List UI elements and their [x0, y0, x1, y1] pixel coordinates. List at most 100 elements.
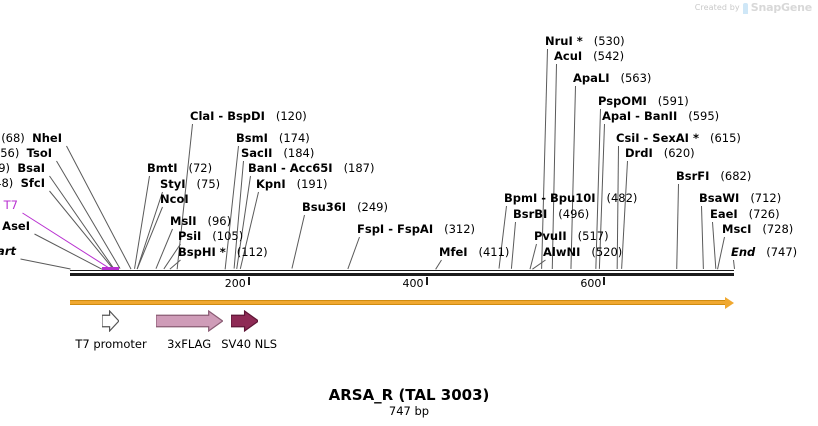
- feature-label-3xflag: 3xFLAG: [167, 337, 212, 351]
- leader-line-msli: [155, 228, 173, 270]
- enzyme-label-alwni[interactable]: AlwNI (520): [543, 245, 623, 259]
- enzyme-position-msli: (96): [207, 214, 232, 228]
- enzyme-label-bsai[interactable]: (49) BsaI: [0, 161, 45, 175]
- enzyme-label-eaei[interactable]: EaeI (726): [710, 207, 780, 221]
- feature-arrow-sv40-nls[interactable]: [230, 310, 259, 332]
- enzyme-label-styi[interactable]: StyI (75): [160, 177, 221, 191]
- enzyme-name-eaei: EaeI: [710, 207, 738, 221]
- enzyme-position-nhei: (68): [1, 131, 25, 145]
- snapgene-watermark: Created by SnapGene: [695, 1, 812, 14]
- enzyme-label-nhei[interactable]: (68) NheI: [1, 131, 62, 145]
- enzyme-name-nhei: NheI: [32, 131, 62, 145]
- enzyme-label-bsu36i[interactable]: Bsu36I (249): [302, 200, 388, 214]
- enzyme-name-mfei: MfeI: [439, 245, 468, 259]
- enzyme-label-csii[interactable]: CsiI - SexAI * (615): [616, 131, 741, 145]
- enzyme-name-bsu36i: Bsu36I: [302, 200, 347, 214]
- enzyme-label-pspomi[interactable]: PspOMI (591): [598, 95, 689, 108]
- enzyme-label-mfei[interactable]: MfeI (411): [439, 245, 509, 259]
- enzyme-position-bsrbi: (496): [558, 207, 590, 221]
- leader-line-bsawi: [701, 205, 704, 270]
- enzyme-name-bsrfi: BsrFI: [676, 169, 710, 183]
- enzyme-label-kpni[interactable]: KpnI (191): [256, 177, 328, 191]
- enzyme-position-apali: (563): [620, 71, 652, 85]
- enzyme-position-msci: (728): [762, 222, 794, 236]
- enzyme-label-bani[interactable]: BanI - Acc65I (187): [248, 161, 375, 175]
- enzyme-position-pvuii: (517): [577, 229, 609, 243]
- leader-line-bsu36i: [291, 214, 305, 270]
- enzyme-position-fspi: (312): [444, 222, 476, 236]
- enzyme-label-pvuii[interactable]: PvuII (517): [534, 229, 609, 243]
- enzyme-label-bsawi[interactable]: BsaWI (712): [699, 191, 781, 205]
- enzyme-label-drdi[interactable]: DrdI (620): [625, 146, 695, 160]
- enzyme-label-tsoi[interactable]: (56) TsoI: [0, 147, 52, 160]
- watermark-created-by: Created by: [694, 3, 740, 12]
- enzyme-label-msci[interactable]: MscI (728): [722, 222, 794, 236]
- enzyme-name-psii: PsiI: [178, 229, 202, 243]
- enzyme-label-psii[interactable]: PsiI (105): [178, 229, 243, 243]
- enzyme-label-asei[interactable]: (35) AseI: [0, 220, 30, 233]
- enzyme-name-end: End: [731, 245, 756, 259]
- enzyme-label-bpmi[interactable]: BpmI - Bpu10I (482): [504, 191, 637, 205]
- enzyme-name-t7: T7: [3, 198, 18, 212]
- leader-line-fspi: [347, 236, 360, 270]
- enzyme-name-bpmi: BpmI - Bpu10I: [504, 191, 596, 205]
- enzyme-label-msli[interactable]: MslI (96): [170, 214, 232, 228]
- enzyme-name-bsawi: BsaWI: [699, 191, 740, 205]
- enzyme-name-alwni: AlwNI: [543, 245, 581, 259]
- enzyme-name-pvuii: PvuII: [534, 229, 567, 243]
- enzyme-position-acui: (542): [593, 49, 625, 63]
- ruler-tick: [603, 277, 606, 285]
- leader-line-bsrfi: [676, 183, 679, 270]
- enzyme-label-bsmi[interactable]: BsmI (174): [236, 131, 310, 145]
- enzyme-label-sfci[interactable]: (48) SfcI: [0, 176, 45, 190]
- enzyme-position-sfci: (48): [0, 176, 14, 190]
- enzyme-position-alwni: (520): [591, 245, 623, 259]
- t7-region-marker[interactable]: [102, 267, 119, 270]
- enzyme-position-eaei: (726): [748, 207, 780, 221]
- ruler-tick: [425, 277, 428, 285]
- enzyme-position-drdi: (620): [663, 146, 695, 160]
- orf-body[interactable]: [70, 300, 726, 305]
- feature-arrow-3xflag[interactable]: [156, 310, 223, 332]
- enzyme-label-apai[interactable]: ApaI - BanII (595): [602, 109, 720, 123]
- ruler-baseline: [70, 273, 734, 276]
- ruler-tick-label: 400: [402, 277, 424, 290]
- enzyme-label-apali[interactable]: ApaLI (563): [573, 71, 652, 85]
- enzyme-name-fspi: FspI - FspAI: [357, 222, 434, 236]
- enzyme-label-start[interactable]: (0) Start: [0, 245, 16, 258]
- enzyme-name-bsmi: BsmI: [236, 131, 268, 145]
- enzyme-label-t7[interactable]: (36 .. 55) T7: [0, 198, 18, 212]
- enzyme-name-bsai: BsaI: [17, 161, 45, 175]
- enzyme-label-ncoi[interactable]: NcoI: [160, 193, 189, 206]
- leader-line-bpmi: [498, 205, 507, 270]
- enzyme-position-bani: (187): [343, 161, 375, 175]
- enzyme-label-clai[interactable]: ClaI - BspDI (120): [190, 110, 307, 123]
- leader-line-end: [733, 259, 735, 270]
- enzyme-position-styi: (75): [196, 177, 221, 191]
- enzyme-position-bsrfi: (682): [720, 169, 752, 183]
- enzyme-position-kpni: (191): [296, 177, 328, 191]
- enzyme-label-fspi[interactable]: FspI - FspAI (312): [357, 222, 476, 236]
- enzyme-label-nrui[interactable]: NruI * (530): [545, 35, 625, 48]
- enzyme-label-end[interactable]: End (747): [731, 245, 797, 259]
- enzyme-label-bmti[interactable]: BmtI (72): [147, 161, 212, 175]
- enzyme-label-sacii[interactable]: SacII (184): [241, 146, 315, 160]
- ruler-tick: [247, 277, 250, 285]
- enzyme-label-bsphi[interactable]: BspHI * (112): [178, 246, 268, 259]
- enzyme-name-apai: ApaI - BanII: [602, 109, 678, 123]
- enzyme-label-acui[interactable]: AcuI (542): [554, 49, 625, 63]
- enzyme-name-bsrbi: BsrBI: [513, 207, 548, 221]
- enzyme-position-csii: (615): [709, 131, 741, 145]
- feature-arrow-t7-promoter[interactable]: [102, 310, 119, 332]
- enzyme-label-bsrbi[interactable]: BsrBI (496): [513, 207, 590, 221]
- leader-line-bsrbi: [510, 221, 516, 270]
- orf-arrowhead[interactable]: [725, 296, 734, 309]
- enzyme-position-apai: (595): [688, 109, 720, 123]
- enzyme-name-bmti: BmtI: [147, 161, 178, 175]
- page-title: ARSA_R (TAL 3003): [328, 386, 490, 404]
- enzyme-name-apali: ApaLI: [573, 71, 610, 85]
- sequence-length: 747 bp: [388, 404, 430, 418]
- enzyme-label-bsrfi[interactable]: BsrFI (682): [676, 169, 752, 183]
- enzyme-name-kpni: KpnI: [256, 177, 286, 191]
- enzyme-position-sacii: (184): [283, 146, 315, 160]
